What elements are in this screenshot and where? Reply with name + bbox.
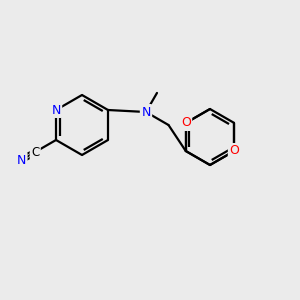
- Text: N: N: [17, 154, 26, 166]
- Text: O: O: [229, 145, 239, 158]
- Text: N: N: [141, 106, 151, 118]
- Text: O: O: [181, 116, 191, 130]
- Text: C: C: [31, 146, 39, 158]
- Text: N: N: [51, 103, 61, 116]
